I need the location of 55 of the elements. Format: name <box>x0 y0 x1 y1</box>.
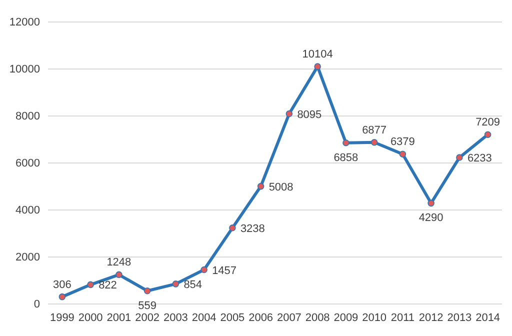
x-tick-label: 2014 <box>476 312 500 324</box>
y-tick-label: 12000 <box>9 16 40 29</box>
x-tick-label: 2002 <box>135 312 160 324</box>
data-label: 4290 <box>418 212 444 224</box>
x-tick-label: 2012 <box>418 312 444 324</box>
point <box>314 63 321 70</box>
x-tick-label: 2007 <box>276 312 302 324</box>
point <box>484 131 492 138</box>
data-label: 822 <box>98 280 117 292</box>
data-label: 1457 <box>212 264 237 277</box>
point <box>229 224 236 232</box>
point <box>58 293 66 300</box>
data-label: 559 <box>138 300 156 312</box>
point <box>200 266 208 274</box>
y-tick-label: 0 <box>34 298 40 311</box>
data-label: 7209 <box>476 116 500 129</box>
data-label: 1248 <box>106 256 132 269</box>
point <box>456 154 463 161</box>
x-tick-label: 2000 <box>78 312 103 324</box>
x-tick-label: 2003 <box>163 312 188 324</box>
x-tick-label: 2009 <box>334 312 358 324</box>
point <box>342 139 350 146</box>
data-label: 3238 <box>240 222 265 235</box>
x-tick-label: 1999 <box>50 312 74 324</box>
data-label: 6877 <box>362 124 387 136</box>
data-label: 10104 <box>302 48 333 61</box>
data-label: 306 <box>53 278 72 291</box>
data-label: 854 <box>184 278 202 291</box>
x-tick-label: 2008 <box>305 312 330 324</box>
data-label: 6379 <box>390 136 415 148</box>
point <box>428 200 434 207</box>
point <box>370 139 378 146</box>
x-tick-label: 2001 <box>106 312 132 324</box>
point <box>116 271 122 278</box>
x-tick-label: 2005 <box>220 312 245 324</box>
x-tick-label: 2004 <box>192 312 216 324</box>
data-label: 8095 <box>297 108 322 121</box>
data-label: 6858 <box>334 152 358 164</box>
data-label: 6233 <box>467 152 492 165</box>
y-tick-label: 2000 <box>16 252 40 264</box>
y-tick-label: 4000 <box>16 204 40 217</box>
x-tick-label: 2011 <box>390 312 415 324</box>
y-tick-label: 10000 <box>9 64 40 76</box>
y-tick-label: 6000 <box>16 158 40 170</box>
x-tick-label: 2010 <box>362 312 387 324</box>
y-tick-label: 8000 <box>16 110 40 123</box>
point <box>257 182 264 190</box>
x-tick-label: 2006 <box>248 312 274 324</box>
point <box>87 281 94 288</box>
point <box>144 287 151 294</box>
point <box>286 110 293 118</box>
point <box>399 150 406 158</box>
x-tick-label: 2013 <box>447 312 472 324</box>
point <box>172 280 180 288</box>
data-label: 5008 <box>268 181 294 194</box>
